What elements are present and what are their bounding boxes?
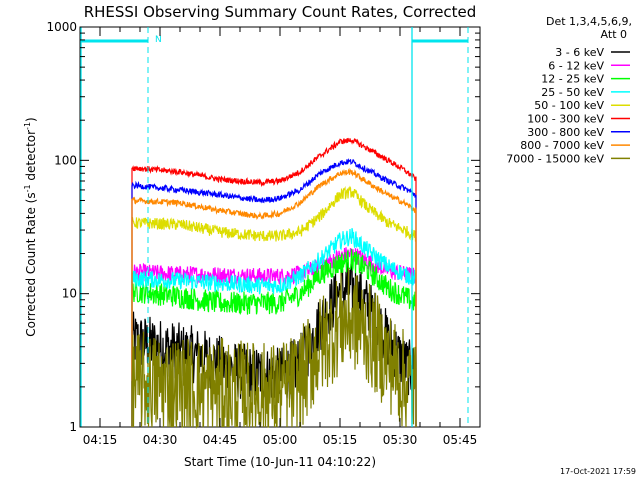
series-line — [131, 157, 417, 427]
x-tick-label: 05:45 — [443, 433, 478, 447]
series-line — [131, 267, 417, 429]
legend-label: 6 - 12 keV — [548, 59, 604, 72]
y-tick-label: 100 — [54, 153, 77, 167]
y-axis-label-sup2: -1 — [23, 122, 32, 130]
series-line — [131, 247, 417, 427]
detector-info: Det 1,3,4,5,6,9, — [546, 15, 632, 28]
series-line — [131, 185, 417, 427]
y-axis-label-end: ) — [24, 117, 38, 122]
y-tick-label: 10 — [62, 287, 77, 301]
night-marker: N — [155, 35, 162, 45]
y-axis-label-mid: detector — [24, 130, 38, 185]
y-axis-label-main: Corrected Count Rate (s — [24, 192, 38, 336]
y-axis-label-sup1: -1 — [23, 184, 32, 192]
series-line — [131, 228, 417, 427]
series-line — [131, 167, 417, 427]
x-axis-label: Start Time (10-Jun-11 04:10:22) — [184, 455, 376, 469]
attenuator-info: Att 0 — [601, 28, 627, 41]
legend-label: 800 - 7000 keV — [520, 139, 604, 152]
legend-label: 50 - 100 keV — [534, 99, 604, 112]
x-tick-label: 05:15 — [323, 433, 358, 447]
legend-label: 25 - 50 keV — [541, 86, 604, 99]
legend-label: 12 - 25 keV — [541, 73, 604, 86]
y-axis: 1 10 100 1000 — [46, 20, 480, 434]
series-layer — [131, 137, 417, 429]
y-axis-label: Corrected Count Rate (s-1 detector-1) — [23, 117, 38, 336]
y-tick-label: 1 — [69, 420, 77, 434]
y-tick-label: 1000 — [46, 20, 77, 34]
legend-label: 3 - 6 keV — [555, 46, 604, 59]
legend-label: 7000 - 15000 keV — [506, 152, 604, 165]
timestamp: 17-Oct-2021 17:59 — [560, 467, 636, 476]
x-axis: 04:15 04:30 04:45 05:00 05:15 05:30 05:45 — [83, 27, 478, 447]
x-tick-label: 04:15 — [83, 433, 118, 447]
x-tick-label: 04:30 — [143, 433, 178, 447]
orbit-overlay — [80, 27, 469, 427]
x-tick-label: 05:30 — [383, 433, 418, 447]
series-line — [131, 248, 417, 427]
series-line — [131, 137, 417, 427]
legend-label: 300 - 800 keV — [527, 126, 604, 139]
legend-label: 100 - 300 keV — [527, 113, 604, 126]
x-tick-label: 05:00 — [263, 433, 298, 447]
x-tick-label: 04:45 — [203, 433, 238, 447]
chart-title: RHESSI Observing Summary Count Rates, Co… — [84, 3, 477, 21]
